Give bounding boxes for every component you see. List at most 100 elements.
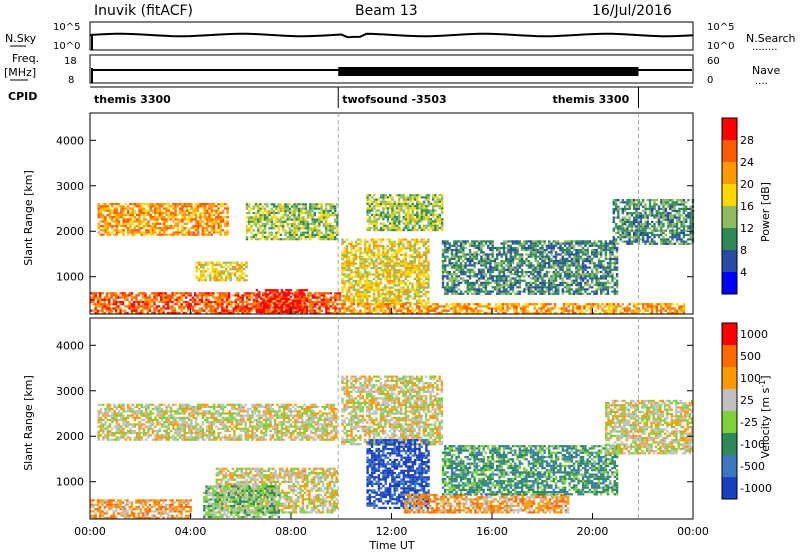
scatter-cell <box>541 277 543 279</box>
scatter-cell <box>451 275 453 277</box>
scatter-cell <box>511 305 513 307</box>
scatter-cell <box>145 225 147 227</box>
scatter-cell <box>264 227 266 229</box>
scatter-cell <box>250 219 252 221</box>
scatter-cell <box>439 214 441 216</box>
scatter-cell <box>289 236 291 238</box>
scatter-cell <box>280 223 282 225</box>
scatter-cell <box>402 305 404 307</box>
scatter-cell <box>209 279 211 281</box>
scatter-cell <box>287 216 289 218</box>
scatter-cell <box>427 194 429 196</box>
scatter-cell <box>398 225 400 227</box>
scatter-cell <box>467 271 469 273</box>
scatter-cell <box>455 277 457 279</box>
scatter-cell <box>293 238 295 240</box>
scatter-cell <box>323 223 325 225</box>
scatter-cell <box>302 219 304 221</box>
scatter-cell <box>305 227 307 229</box>
scatter-cell <box>364 280 366 282</box>
scatter-cell <box>264 219 266 221</box>
scatter-cell <box>505 256 507 258</box>
scatter-cell <box>525 273 527 275</box>
scatter-cell <box>373 300 375 302</box>
scatter-cell <box>135 294 137 296</box>
scatter-cell <box>382 229 384 231</box>
scatter-cell <box>154 212 156 214</box>
scatter-cell <box>498 284 500 286</box>
scatter-cell <box>411 263 413 265</box>
scatter-cell <box>416 284 418 286</box>
scatter-cell <box>316 234 318 236</box>
scatter-cell <box>145 214 147 216</box>
scatter-cell <box>327 225 329 227</box>
scatter-cell <box>525 286 527 288</box>
scatter-cell <box>519 293 521 295</box>
scatter-cell <box>172 207 174 209</box>
scatter-cell <box>289 227 291 229</box>
scatter-cell <box>158 301 160 303</box>
scatter-cell <box>496 284 498 286</box>
scatter-cell <box>276 291 278 293</box>
scatter-cell <box>469 288 471 290</box>
scatter-cell <box>208 221 210 223</box>
scatter-cell <box>469 249 471 251</box>
scatter-cell <box>264 223 266 225</box>
scatter-cell <box>250 236 252 238</box>
scatter-cell <box>174 225 176 227</box>
scatter-cell <box>478 249 480 251</box>
scatter-cell <box>535 277 537 279</box>
scatter-cell <box>371 207 373 209</box>
scatter-cell <box>212 292 214 294</box>
scatter-cell <box>391 297 393 299</box>
scatter-cell <box>480 275 482 277</box>
scatter-cell <box>197 221 199 223</box>
scatter-cell <box>427 284 429 286</box>
scatter-cell <box>375 254 377 256</box>
scatter-cell <box>167 301 169 303</box>
scatter-cell <box>357 243 359 245</box>
scatter-cell <box>150 214 152 216</box>
scatter-cell <box>414 218 416 220</box>
scatter-cell <box>393 269 395 271</box>
scatter-cell <box>107 207 109 209</box>
scatter-cell <box>355 291 357 293</box>
scatter-cell <box>280 238 282 240</box>
scatter-cell <box>470 307 472 309</box>
scatter-cell <box>523 245 525 247</box>
scatter-cell <box>382 201 384 203</box>
scatter-cell <box>544 262 546 264</box>
scatter-cell <box>453 264 455 266</box>
scatter-cell <box>138 227 140 229</box>
scatter-cell <box>391 287 393 289</box>
scatter-cell <box>332 229 334 231</box>
scatter-cell <box>553 271 555 273</box>
scatter-cell <box>427 282 429 284</box>
scatter-cell <box>200 275 202 277</box>
scatter-cell <box>134 203 136 205</box>
scatter-cell <box>387 227 389 229</box>
scatter-cell <box>181 225 183 227</box>
scatter-cell <box>467 288 469 290</box>
scatter-cell <box>187 294 189 296</box>
scatter-cell <box>496 291 498 293</box>
scatter-cell <box>416 280 418 282</box>
scatter-cell <box>460 240 462 242</box>
scatter-cell <box>344 284 346 286</box>
scatter-cell <box>462 271 464 273</box>
scatter-cell <box>393 263 395 265</box>
scatter-cell <box>420 310 422 312</box>
scatter-cell <box>289 229 291 231</box>
scatter-cell <box>483 240 485 242</box>
scatter-cell <box>289 238 291 240</box>
scatter-cell <box>192 305 194 307</box>
scatter-cell <box>444 291 446 293</box>
scatter-cell <box>555 269 557 271</box>
scatter-cell <box>535 267 537 269</box>
scatter-cell <box>330 292 332 294</box>
scatter-cell <box>496 286 498 288</box>
scatter-cell <box>375 305 377 307</box>
scatter-cell <box>535 247 537 249</box>
scatter-cell <box>613 305 615 307</box>
cpid-label: CPID <box>8 90 37 103</box>
